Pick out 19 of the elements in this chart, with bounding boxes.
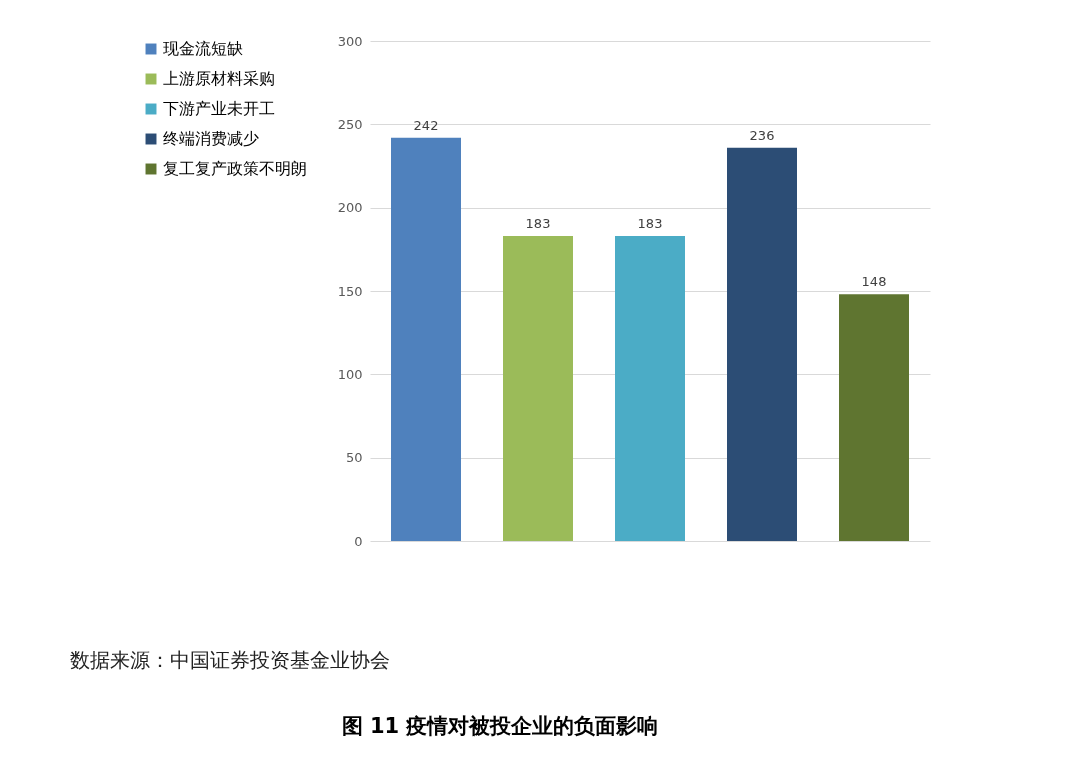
legend-label: 下游产业未开工 xyxy=(163,99,275,118)
y-tick-label: 300 xyxy=(337,33,363,49)
legend-label: 复工复产政策不明朗 xyxy=(163,159,307,178)
data-label: 183 xyxy=(637,216,663,231)
y-tick-label: 0 xyxy=(354,533,363,549)
data-label: 236 xyxy=(749,127,775,143)
legend-label: 上游原材料采购 xyxy=(163,69,275,88)
source-note: 数据来源：中国证券投资基金业协会 xyxy=(70,648,390,672)
data-label: 183 xyxy=(525,216,551,231)
text: 图 11 疫情对被投企业的负面影响 xyxy=(341,714,659,738)
legend-label: 现金流短缺 xyxy=(163,39,243,58)
legend-label: 终端消费减少 xyxy=(163,129,259,148)
y-tick-label: 50 xyxy=(345,450,363,466)
data-label: 148 xyxy=(861,274,887,290)
data-label: 242 xyxy=(413,117,439,133)
y-tick-label: 150 xyxy=(337,283,363,299)
y-tick-label: 200 xyxy=(337,200,363,216)
y-tick-label: 250 xyxy=(337,116,363,132)
y-tick-label: 100 xyxy=(337,366,363,382)
